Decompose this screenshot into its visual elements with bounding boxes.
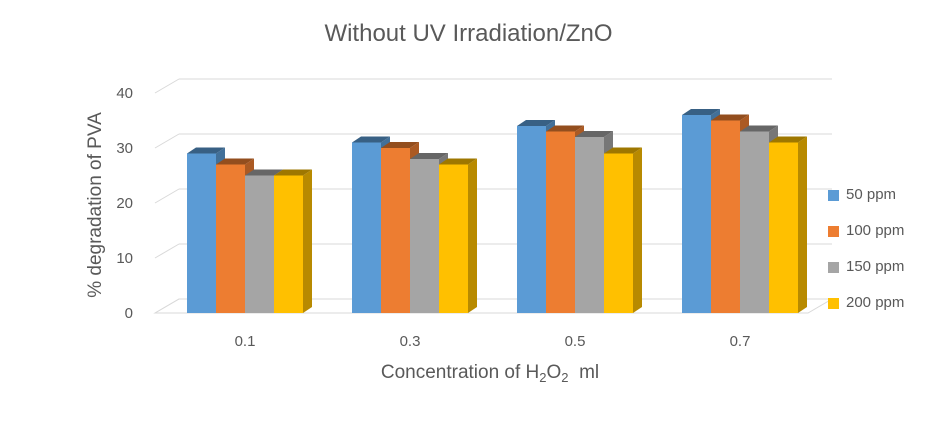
bar	[517, 126, 546, 313]
x-tick-label: 0.3	[400, 333, 421, 350]
x-axis-title-mid: O	[546, 362, 562, 383]
x-tick-label: 0.5	[565, 333, 586, 350]
bar	[575, 137, 604, 313]
x-tick-label: 0.1	[235, 333, 256, 350]
bar	[546, 131, 575, 313]
bar	[352, 142, 381, 313]
bar-top	[517, 120, 555, 126]
bar-top	[410, 153, 448, 159]
bar-side	[303, 169, 312, 313]
bar	[682, 115, 711, 313]
legend-swatch	[828, 190, 839, 201]
bar-top	[187, 147, 225, 154]
bar-top	[711, 114, 749, 121]
bar	[604, 153, 633, 313]
bar-top	[604, 147, 642, 154]
x-axis-title-sub1: 2	[539, 370, 547, 385]
y-axis-title: % degradation of PVA	[85, 112, 106, 298]
gridline-side	[154, 133, 180, 149]
y-tick-label: 10	[116, 250, 133, 267]
legend-swatch	[828, 226, 839, 237]
bar-top	[740, 125, 778, 132]
bar	[187, 153, 216, 313]
bar	[711, 120, 740, 313]
bar-top	[274, 169, 312, 176]
legend-swatch	[828, 298, 839, 309]
bar-side	[633, 147, 642, 313]
x-tick-label: 0.7	[730, 333, 751, 350]
gridline-side	[154, 188, 180, 204]
legend-label: 100 ppm	[846, 222, 905, 239]
bar-top	[682, 109, 720, 115]
bar	[381, 148, 410, 313]
bar	[274, 175, 303, 313]
legend-swatch	[828, 262, 839, 273]
bar	[245, 175, 274, 313]
x-axis-title-sub2: 2	[561, 370, 569, 385]
bar-top	[381, 142, 419, 148]
bar-top	[216, 158, 254, 165]
y-tick-label: 40	[116, 85, 133, 102]
x-axis-title: Concentration of H2O2 ml	[250, 362, 730, 385]
bar-top	[769, 136, 807, 143]
bar-top	[352, 136, 390, 143]
bar-side	[468, 158, 477, 313]
bar-top	[245, 169, 283, 176]
chart-title: Without UV Irradiation/ZnO	[324, 20, 613, 47]
bar-top	[439, 158, 477, 165]
gridline-side	[154, 298, 180, 314]
y-tick-label: 0	[125, 305, 133, 322]
bar-top	[575, 131, 613, 137]
bar	[216, 164, 245, 313]
bar	[740, 131, 769, 313]
bar	[410, 159, 439, 313]
bar	[439, 164, 468, 313]
x-axis-title-suffix: ml	[568, 362, 600, 383]
bar-top	[546, 125, 584, 132]
bar	[769, 142, 798, 313]
x-axis-title-prefix: Concentration of H	[380, 362, 540, 383]
gridline-side	[154, 243, 180, 259]
bar-side	[798, 136, 807, 313]
legend-label: 50 ppm	[846, 186, 897, 203]
y-tick-label: 20	[116, 195, 133, 212]
legend-label: 150 ppm	[846, 258, 905, 275]
y-tick-label: 30	[116, 140, 133, 157]
legend-label: 200 ppm	[846, 294, 905, 311]
gridline-side	[154, 78, 180, 94]
